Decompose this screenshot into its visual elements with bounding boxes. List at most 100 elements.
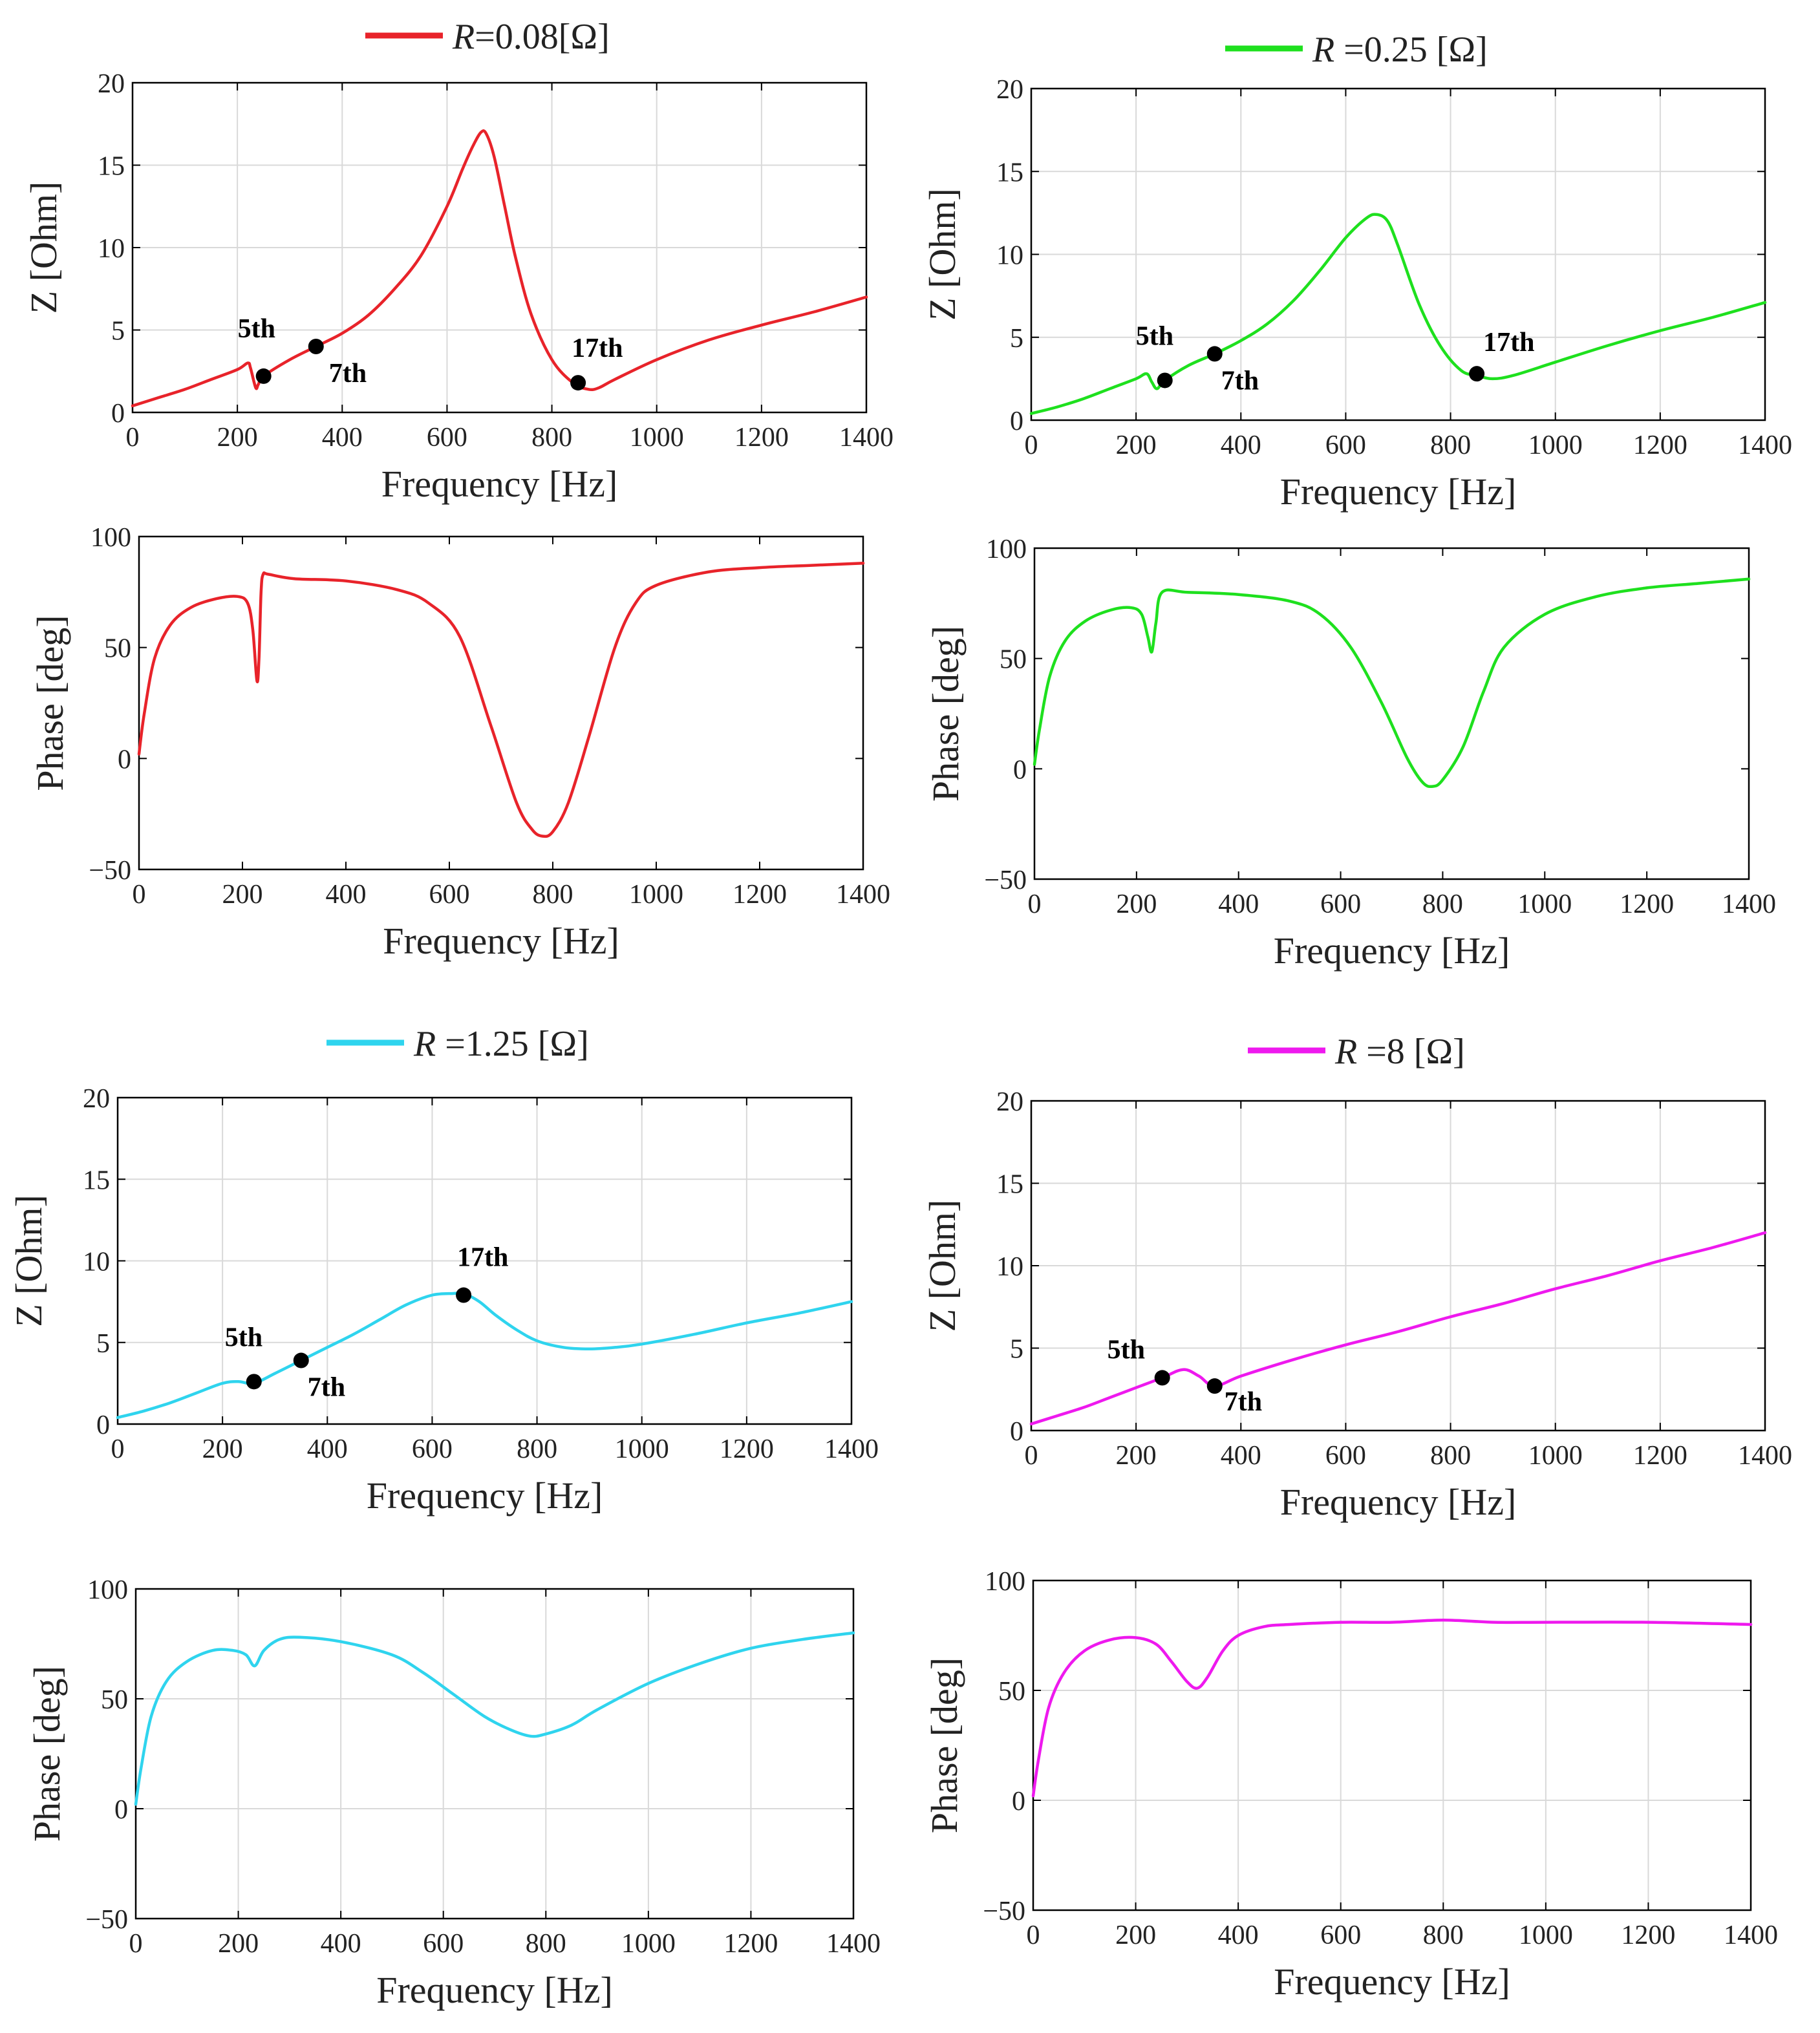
y-tick-label: −50 bbox=[85, 1905, 128, 1935]
x-tick-label: 0 bbox=[111, 1434, 125, 1464]
x-tick-label: 0 bbox=[1025, 1441, 1038, 1471]
x-tick-label: 200 bbox=[1116, 431, 1157, 460]
legend-r-symbol: R bbox=[1312, 30, 1334, 70]
x-tick-label: 400 bbox=[326, 880, 367, 910]
harmonic-label: 7th bbox=[1225, 1387, 1262, 1417]
x-tick-label: 1000 bbox=[615, 1434, 669, 1464]
subplot-p1-phase: 0 200 400 600 800 1000 1200 1400−50050100Freque… bbox=[29, 523, 890, 962]
harmonic-marker bbox=[1154, 1370, 1170, 1386]
x-tick-label: 1400 bbox=[839, 423, 894, 452]
y-tick-label: 0 bbox=[1010, 407, 1023, 436]
y-tick-label: 15 bbox=[996, 158, 1023, 187]
harmonic-marker bbox=[1206, 346, 1223, 362]
series-line bbox=[134, 1631, 855, 1806]
y-tick-label: 10 bbox=[996, 1252, 1023, 1282]
harmonic-marker bbox=[308, 339, 324, 354]
y-tick-label: 50 bbox=[101, 1685, 128, 1715]
x-tick-label: 600 bbox=[1320, 889, 1361, 919]
legend-label: R=0.08[Ω] bbox=[452, 17, 610, 57]
legend-label: R =8 [Ω] bbox=[1334, 1032, 1465, 1072]
axes-box bbox=[1032, 1579, 1752, 1911]
y-tick-label: 0 bbox=[1010, 1417, 1023, 1447]
x-tick-label: 1000 bbox=[1519, 1921, 1573, 1950]
y-tick-label: 20 bbox=[98, 69, 125, 99]
x-tick-label: 1200 bbox=[1633, 431, 1687, 460]
x-axis-label: Frequency [Hz] bbox=[367, 1474, 603, 1517]
x-tick-label: 1000 bbox=[630, 423, 684, 452]
x-tick-label: 400 bbox=[1221, 431, 1261, 460]
x-axis-label: Frequency [Hz] bbox=[383, 920, 619, 962]
legend-r-symbol: R bbox=[1334, 1032, 1357, 1072]
grid-lines bbox=[1033, 1581, 1751, 1910]
y-axis-label: Z [Ohm] bbox=[8, 1195, 50, 1327]
subplot-p2-mag: 0 200 400 600 800 1000 1200 1400 0 5 10 15 20 Frequen… bbox=[921, 30, 1792, 513]
series-line bbox=[137, 561, 865, 838]
y-tick-label: −50 bbox=[983, 1897, 1025, 1926]
x-tick-label: 600 bbox=[1325, 431, 1366, 460]
x-tick-label: 1200 bbox=[720, 1434, 774, 1464]
y-axis-label: Phase [deg] bbox=[925, 626, 967, 802]
x-tick-label: 0 bbox=[1028, 889, 1042, 919]
y-tick-label: 10 bbox=[996, 241, 1023, 271]
y-axis-label: Z [Ohm] bbox=[921, 188, 963, 321]
x-tick-label: 800 bbox=[1422, 889, 1463, 919]
x-tick-label: 200 bbox=[1115, 1921, 1156, 1950]
harmonic-label: 5th bbox=[1136, 321, 1173, 351]
series-line bbox=[131, 129, 868, 408]
grid-lines bbox=[136, 1589, 853, 1919]
x-axis-label: Frequency [Hz] bbox=[1280, 471, 1517, 513]
y-tick-label: 10 bbox=[83, 1248, 110, 1277]
x-tick-label: 400 bbox=[1218, 889, 1259, 919]
y-axis-label: Z [Ohm] bbox=[921, 1200, 963, 1332]
y-axis-label: Phase [deg] bbox=[923, 1657, 965, 1833]
y-tick-label: 0 bbox=[114, 1795, 128, 1825]
harmonic-label: 17th bbox=[572, 334, 623, 363]
x-tick-label: 0 bbox=[129, 1929, 143, 1959]
y-tick-label: 0 bbox=[1012, 1787, 1025, 1816]
y-tick-label: 5 bbox=[1010, 324, 1023, 354]
x-tick-label: 800 bbox=[526, 1929, 566, 1959]
y-tick-label: 10 bbox=[98, 234, 125, 264]
axes-box bbox=[134, 1588, 855, 1920]
x-tick-label: 1400 bbox=[1722, 889, 1776, 919]
y-tick-label: 5 bbox=[1010, 1335, 1023, 1365]
x-tick-label: 1200 bbox=[1621, 1921, 1675, 1950]
y-tick-label: −50 bbox=[89, 856, 131, 886]
x-tick-label: 800 bbox=[1423, 1921, 1464, 1950]
axes-box bbox=[1033, 547, 1750, 880]
y-tick-label: 20 bbox=[83, 1084, 110, 1114]
legend-value: =0.25 [Ω] bbox=[1334, 30, 1488, 70]
x-tick-label: 1400 bbox=[826, 1929, 881, 1959]
x-tick-label: 800 bbox=[533, 880, 573, 910]
x-tick-label: 1200 bbox=[723, 1929, 778, 1959]
y-tick-label: 50 bbox=[104, 634, 131, 664]
x-axis-label: Frequency [Hz] bbox=[376, 1969, 613, 2011]
x-tick-label: 800 bbox=[1430, 1441, 1471, 1471]
y-tick-label: 0 bbox=[118, 745, 131, 774]
x-tick-label: 1000 bbox=[629, 880, 683, 910]
y-tick-label: 20 bbox=[996, 1087, 1023, 1117]
y-tick-label: 100 bbox=[985, 1567, 1025, 1597]
series-line bbox=[1031, 1618, 1753, 1798]
y-tick-label: 50 bbox=[998, 1677, 1025, 1707]
series-line bbox=[1033, 577, 1751, 789]
x-tick-label: 400 bbox=[1221, 1441, 1261, 1471]
y-tick-label: 0 bbox=[96, 1410, 110, 1440]
x-tick-label: 1400 bbox=[1738, 431, 1792, 460]
legend-r-symbol: R bbox=[452, 17, 475, 57]
harmonic-label: 5th bbox=[1108, 1335, 1145, 1365]
legend: R=0.08[Ω] bbox=[365, 17, 610, 57]
legend-label: R =1.25 [Ω] bbox=[413, 1024, 589, 1064]
x-tick-label: 1000 bbox=[621, 1929, 676, 1959]
harmonic-marker bbox=[1157, 372, 1173, 389]
x-axis-label: Frequency [Hz] bbox=[1274, 1961, 1510, 2003]
y-tick-label: −50 bbox=[984, 866, 1027, 895]
legend-value: =0.08[Ω] bbox=[475, 17, 610, 57]
grid-lines bbox=[118, 1098, 851, 1424]
harmonic-marker bbox=[1469, 366, 1485, 382]
y-tick-label: 100 bbox=[986, 535, 1027, 564]
legend-r-symbol: R bbox=[413, 1024, 436, 1064]
harmonic-label: 5th bbox=[225, 1323, 262, 1352]
harmonic-marker bbox=[293, 1352, 309, 1368]
